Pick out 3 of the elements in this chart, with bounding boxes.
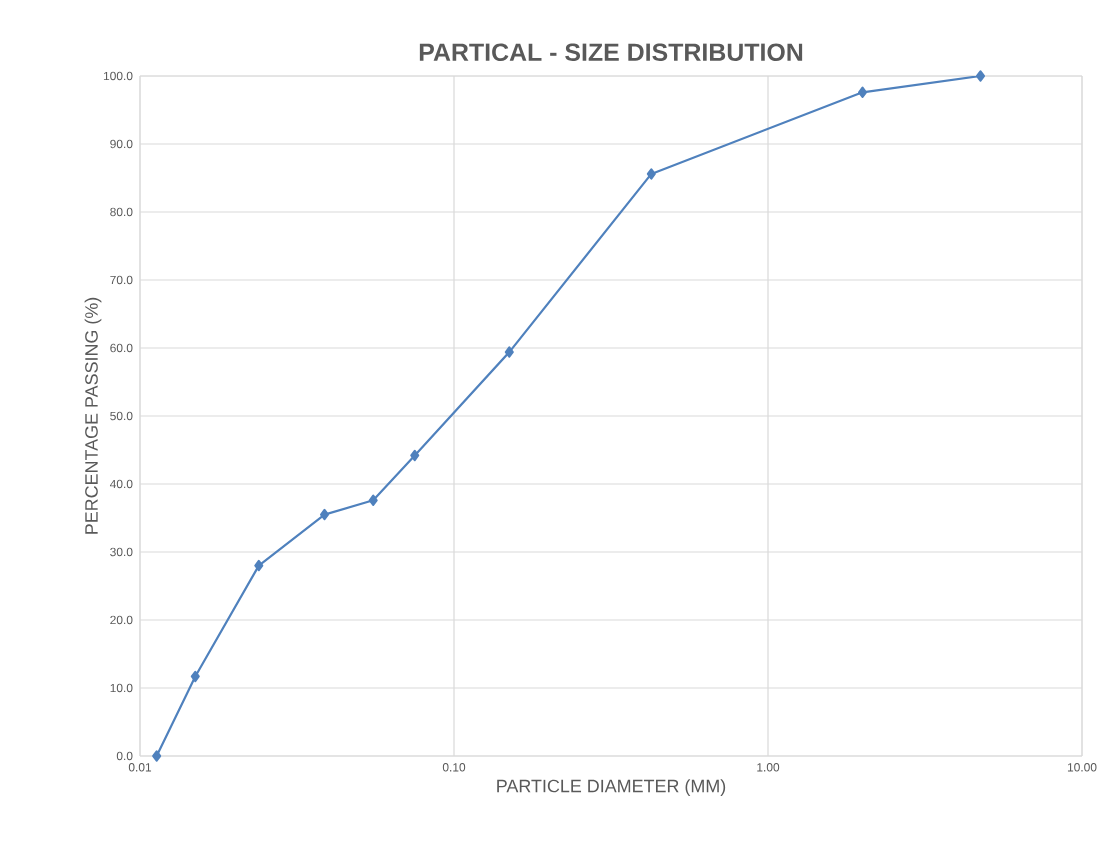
x-axis-title: PARTICLE DIAMETER (MM) (497, 779, 726, 796)
y-axis-title: PERCENTAGE PASSING (%) (84, 297, 102, 534)
chart-title: PARTICAL - SIZE DISTRIBUTION (419, 43, 803, 61)
